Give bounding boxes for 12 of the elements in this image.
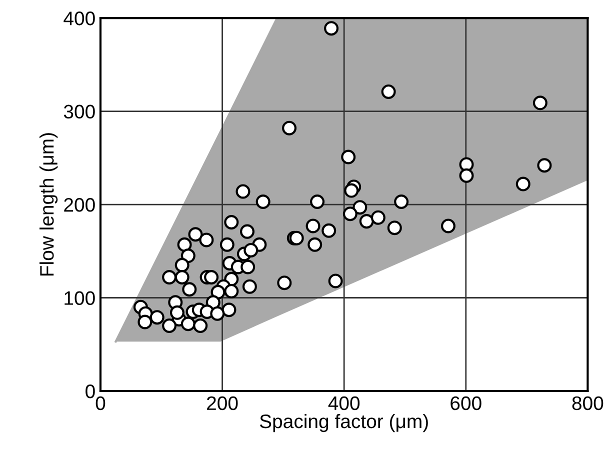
x-tick-label: 200: [207, 396, 238, 410]
x-tick-label: 600: [450, 396, 482, 410]
y-tick-label: 0: [86, 384, 95, 398]
y-tick-label: 200: [64, 198, 95, 212]
x-axis-title: Spacing factor (μm): [260, 414, 428, 432]
x-tick-label: 400: [328, 396, 360, 410]
y-tick-label: 400: [64, 12, 95, 26]
y-axis-title: Flow length (μm): [40, 133, 58, 276]
y-tick-label: 300: [64, 104, 95, 119]
y-tick-label: 100: [64, 291, 95, 305]
x-tick-label: 0: [96, 396, 106, 410]
x-tick-label: 800: [572, 396, 604, 410]
